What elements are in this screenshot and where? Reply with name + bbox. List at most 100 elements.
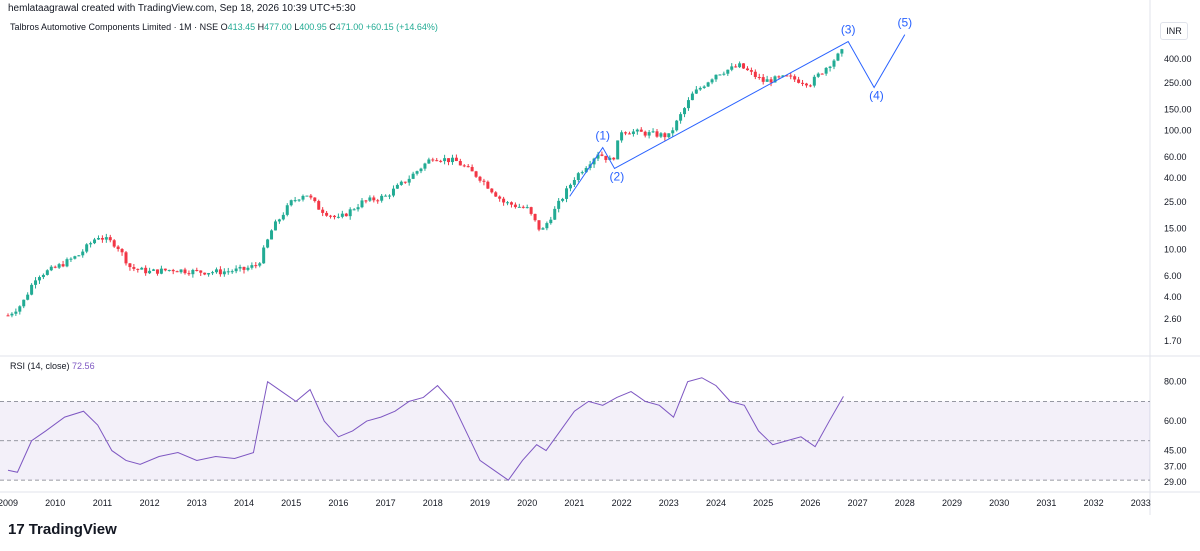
candle-body — [686, 100, 690, 109]
candle-body — [509, 202, 513, 205]
candle-body — [604, 155, 608, 160]
candle-body — [6, 315, 10, 317]
candle-body — [81, 251, 85, 256]
candle-body — [529, 207, 533, 214]
candle-body — [785, 75, 789, 77]
candle-body — [490, 188, 494, 193]
candle-body — [336, 216, 340, 218]
candle-body — [85, 244, 89, 252]
candle-body — [443, 158, 447, 162]
rsi-value: 72.56 — [72, 361, 95, 371]
rsi-background — [0, 400, 1150, 481]
candle-body — [329, 215, 333, 217]
candle-body — [140, 267, 144, 270]
candle-body — [753, 71, 757, 77]
candle-body — [136, 268, 140, 270]
candle-body — [96, 238, 100, 240]
candle-body — [435, 160, 439, 162]
candle-body — [517, 206, 521, 208]
candle-body — [635, 129, 639, 132]
candle-body — [777, 76, 781, 78]
candle-body — [541, 228, 545, 230]
candle-body — [112, 240, 116, 247]
candle-body — [439, 160, 443, 162]
candle-body — [561, 198, 565, 201]
candle-body — [482, 180, 486, 182]
candle-body — [781, 75, 785, 77]
wave-label: (3) — [841, 23, 856, 37]
candle-body — [104, 237, 108, 240]
time-tick-label: 2016 — [328, 498, 348, 508]
candle-body — [620, 132, 624, 141]
candle-body — [840, 49, 844, 54]
candle-body — [714, 74, 718, 80]
candle-body — [246, 267, 250, 270]
candle-body — [624, 132, 628, 134]
candle-body — [250, 265, 254, 268]
time-tick-label: 2009 — [0, 498, 18, 508]
price-tick-label: 250.00 — [1164, 78, 1192, 88]
candle-body — [537, 220, 541, 230]
candle-body — [431, 159, 435, 161]
tradingview-logo-icon: 17 — [8, 521, 25, 538]
candle-body — [765, 79, 769, 82]
candle-body — [77, 255, 81, 257]
currency-button[interactable]: INR — [1160, 22, 1188, 40]
symbol-name[interactable]: Talbros Automotive Components Limited · … — [10, 22, 219, 32]
candle-body — [592, 158, 596, 165]
candle-body — [832, 60, 836, 67]
candle-body — [411, 173, 415, 179]
open-label: O — [220, 22, 228, 32]
candle-body — [262, 247, 266, 264]
low-value: 400.95 — [299, 22, 327, 32]
candle-body — [730, 66, 734, 70]
candle-body — [266, 239, 270, 248]
candle-body — [706, 82, 710, 87]
candle-body — [419, 168, 423, 172]
candle-body — [108, 237, 112, 241]
candle-body — [694, 89, 698, 94]
candle-body — [486, 181, 490, 189]
candle-body — [352, 209, 356, 211]
time-tick-label: 2030 — [989, 498, 1009, 508]
rsi-label[interactable]: RSI (14, close) — [10, 361, 70, 371]
candle-body — [230, 271, 234, 273]
high-label: H — [257, 22, 265, 32]
candle-body — [450, 157, 454, 163]
candle-body — [470, 166, 474, 172]
time-tick-label: 2031 — [1036, 498, 1056, 508]
candle-body — [234, 268, 238, 272]
candle-body — [152, 269, 156, 271]
price-axis: 400.00 250.00 150.00 100.00 60.00 40.00 25.00 1… — [1164, 54, 1192, 346]
brand[interactable]: 17 TradingView — [8, 521, 117, 538]
candle-body — [549, 219, 553, 224]
candle-body — [332, 215, 336, 218]
candle-body — [100, 238, 104, 240]
candle-body — [258, 263, 262, 266]
candle-body — [297, 199, 301, 201]
candle-body — [683, 108, 687, 115]
candle-body — [789, 75, 793, 77]
brand-name: TradingView — [28, 521, 117, 538]
candle-body — [812, 76, 816, 86]
rsi-legend: RSI (14, close) 72.56 — [10, 361, 95, 371]
candle-body — [458, 161, 462, 166]
wave-label: (1) — [595, 129, 610, 143]
candle-body — [423, 163, 427, 169]
candle-body — [238, 266, 242, 269]
candle-body — [34, 280, 38, 285]
candle-body — [502, 198, 506, 203]
time-tick-label: 2019 — [470, 498, 490, 508]
wave-label: (5) — [897, 16, 912, 30]
candle-body — [667, 133, 671, 138]
time-tick-label: 2021 — [564, 498, 584, 508]
candle-body — [313, 197, 317, 202]
candle-body — [305, 195, 309, 197]
elliott-wave-line — [569, 34, 906, 197]
close-label: C — [329, 22, 336, 32]
candle-body — [116, 246, 120, 250]
candle-body — [801, 82, 805, 84]
candle-body — [525, 207, 529, 209]
rsi-tick-label: 37.00 — [1164, 461, 1187, 471]
